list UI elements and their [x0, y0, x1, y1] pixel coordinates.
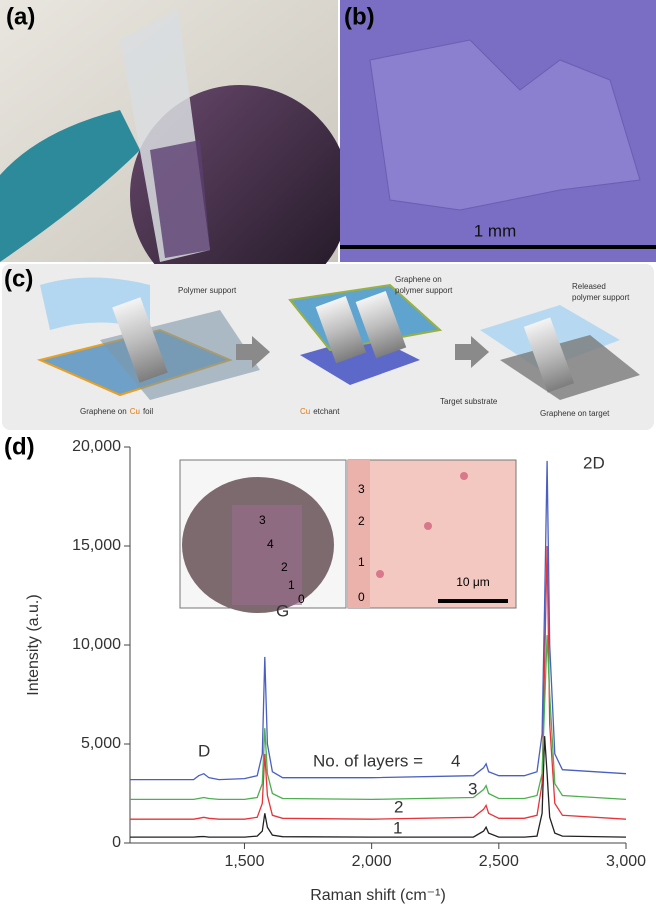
- inset-frame: [348, 460, 516, 608]
- label-part: Cu: [300, 407, 310, 416]
- y-tick-label: 20,000: [72, 438, 121, 455]
- layer-label: 1: [358, 555, 365, 569]
- figure: (a) 1 mm (b) Polymer support Graphene on…: [0, 0, 656, 912]
- panel-label: (c): [4, 265, 33, 292]
- x-tick-label: 3,000: [606, 853, 646, 870]
- inset-wafer: 3 4 2 1 0: [180, 460, 346, 613]
- x-tick-label: 2,000: [352, 853, 392, 870]
- layer-label: 2: [281, 560, 288, 574]
- legend-label: 1: [393, 818, 402, 837]
- y-tick-label: 10,000: [72, 636, 121, 653]
- label-part: etchant: [313, 407, 340, 416]
- layer-label: 2: [358, 514, 365, 528]
- defect: [460, 472, 468, 480]
- panel-label: (a): [6, 3, 35, 30]
- panel-label: (b): [344, 3, 375, 30]
- panel-label: (d): [4, 433, 35, 460]
- y-axis-label: Intensity (a.u.): [25, 594, 42, 695]
- y-tick-label: 5,000: [81, 735, 121, 752]
- legend-label: 4: [451, 751, 460, 770]
- layer-label: 0: [298, 592, 305, 606]
- label-graphene-on-target: Graphene on target: [540, 409, 610, 418]
- peak-label: G: [276, 601, 289, 620]
- scale-bar-label: 10 μm: [456, 575, 490, 589]
- legend-label: 2: [394, 797, 403, 816]
- layer-label: 0: [358, 590, 365, 604]
- layer-label: 3: [259, 513, 266, 527]
- label-graphene-on-polymer: polymer support: [395, 286, 453, 295]
- label-part: Graphene on: [80, 407, 127, 416]
- y-tick-label: 15,000: [72, 537, 121, 554]
- layer-label: 4: [267, 537, 274, 551]
- label-released-polymer: Released: [572, 282, 606, 291]
- annotation: No. of layers =: [313, 751, 423, 770]
- label-part: foil: [143, 407, 153, 416]
- peak-label: D: [198, 741, 210, 760]
- label-graphene-on-polymer: Graphene on: [395, 275, 442, 284]
- layer-label: 3: [358, 482, 365, 496]
- peak-label: 2D: [583, 453, 605, 472]
- x-axis-label: Raman shift (cm⁻¹): [310, 887, 446, 904]
- x-tick-label: 2,500: [479, 853, 519, 870]
- label-polymer-support: Polymer support: [178, 286, 237, 295]
- panel-d: (d) 3 4 2 1 0 3 2 1 0 10 μm D G 2D No. o…: [4, 433, 646, 904]
- scale-bar-label: 1 mm: [474, 221, 517, 240]
- layer-label: 1: [288, 578, 295, 592]
- inset-map: 3 2 1 0 10 μm: [348, 460, 516, 608]
- defect: [376, 570, 384, 578]
- panel-a: (a): [0, 0, 350, 305]
- defect: [424, 522, 432, 530]
- label-part: Cu: [130, 407, 140, 416]
- y-tick-label: 0: [112, 834, 121, 851]
- label-target-substrate: Target substrate: [440, 397, 498, 406]
- x-tick-label: 1,500: [224, 853, 264, 870]
- label-released-polymer: polymer support: [572, 293, 630, 302]
- panel-b: 1 mm (b): [340, 0, 656, 262]
